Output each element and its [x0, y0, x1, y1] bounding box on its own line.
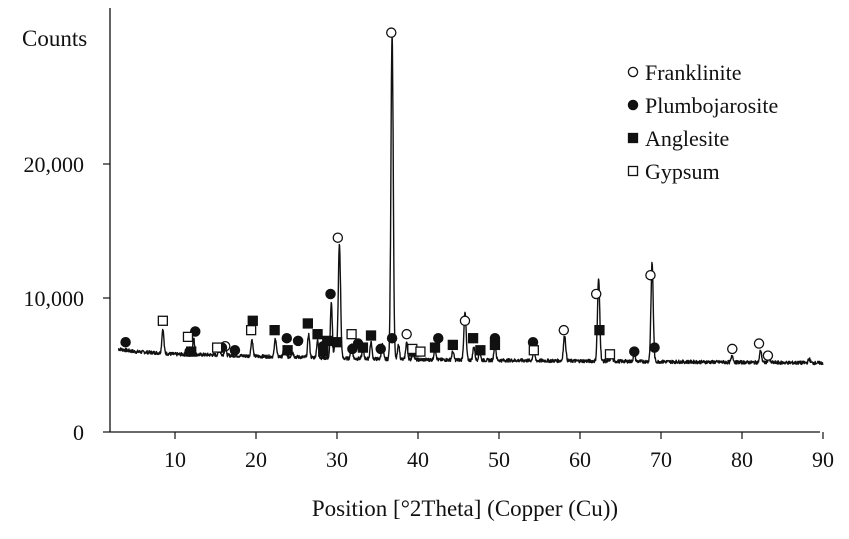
anglesite-marker	[365, 330, 377, 341]
y-tick-label: 10,000	[24, 286, 85, 311]
anglesite-marker	[475, 345, 486, 356]
anglesite-marker	[269, 325, 280, 336]
plumbojarosite-marker	[120, 336, 131, 348]
anglesite-marker	[247, 315, 258, 326]
gypsum-marker	[211, 342, 223, 353]
anglesite-marker	[322, 335, 333, 347]
phase-markers	[120, 27, 774, 361]
y-tick-label: 0	[73, 420, 84, 445]
legend-plumbojarosite-label: Plumbojarosite	[645, 93, 778, 118]
legend-plumbojarosite-marker	[627, 99, 639, 111]
legend-anglesite-marker	[627, 132, 639, 144]
y-axis-title: Counts	[22, 26, 87, 51]
gypsum-marker	[157, 315, 169, 326]
gypsum-marker	[604, 349, 616, 360]
x-tick-label: 60	[569, 447, 591, 472]
gypsum-marker	[528, 345, 539, 356]
gypsum-marker	[346, 329, 357, 340]
anglesite-marker	[331, 337, 343, 348]
plumbojarosite-marker	[629, 346, 640, 357]
x-tick-label: 20	[245, 447, 267, 472]
anglesite-marker	[489, 339, 501, 351]
plumbojarosite-marker	[649, 342, 660, 353]
anglesite-marker	[318, 346, 329, 357]
x-tick-label: 30	[326, 447, 348, 472]
gypsum-marker	[415, 346, 426, 357]
x-tick-label: 80	[731, 447, 753, 472]
anglesite-marker	[429, 342, 441, 353]
anglesite-marker	[357, 342, 369, 353]
franklinite-marker	[727, 343, 738, 355]
franklinite-marker	[459, 315, 471, 327]
anglesite-marker	[302, 318, 313, 329]
x-axis-ticks: 10 20 30 40 50 60 70 80 90	[164, 432, 834, 472]
x-tick-label: 40	[407, 447, 429, 472]
anglesite-marker	[282, 345, 293, 356]
x-tick-label: 90	[812, 447, 834, 472]
diffraction-pattern-line	[117, 32, 824, 366]
plumbojarosite-marker	[325, 288, 336, 300]
plumbojarosite-marker	[229, 345, 241, 356]
franklinite-marker	[401, 328, 412, 340]
plumbojarosite-marker	[292, 335, 304, 347]
legend-franklinite-label: Franklinite	[645, 60, 742, 85]
legend-franklinite-marker	[627, 66, 639, 78]
franklinite-marker	[558, 324, 570, 336]
plumbojarosite-marker	[386, 332, 398, 344]
plumbojarosite-marker	[432, 332, 444, 344]
gypsum-marker	[245, 325, 257, 336]
anglesite-marker	[186, 346, 197, 357]
legend-gypsum-label: Gypsum	[645, 159, 720, 184]
franklinite-marker	[753, 338, 765, 349]
franklinite-marker	[645, 269, 656, 281]
anglesite-marker	[594, 325, 605, 336]
gypsum-marker	[182, 331, 194, 343]
y-tick-label: 20,000	[24, 152, 85, 177]
franklinite-marker	[386, 27, 397, 38]
franklinite-marker	[332, 232, 344, 243]
x-axis-title: Position [°2Theta] (Copper (Cu))	[312, 496, 618, 521]
legend-anglesite-label: Anglesite	[645, 126, 729, 151]
x-tick-label: 70	[650, 447, 672, 472]
anglesite-marker	[447, 339, 458, 351]
legend: Franklinite Plumbojarosite Anglesite Gypsum	[627, 60, 778, 184]
axes	[109, 8, 820, 433]
franklinite-marker	[590, 288, 602, 300]
anglesite-marker	[467, 333, 479, 344]
plumbojarosite-marker	[281, 332, 293, 344]
x-tick-label: 10	[164, 447, 186, 472]
plumbojarosite-marker	[375, 343, 386, 355]
y-axis-ticks: 0 10,000 20,000	[24, 152, 110, 445]
x-tick-label: 50	[488, 447, 510, 472]
legend-gypsum-marker	[627, 165, 639, 177]
franklinite-marker	[762, 350, 774, 361]
anglesite-marker	[312, 329, 323, 340]
